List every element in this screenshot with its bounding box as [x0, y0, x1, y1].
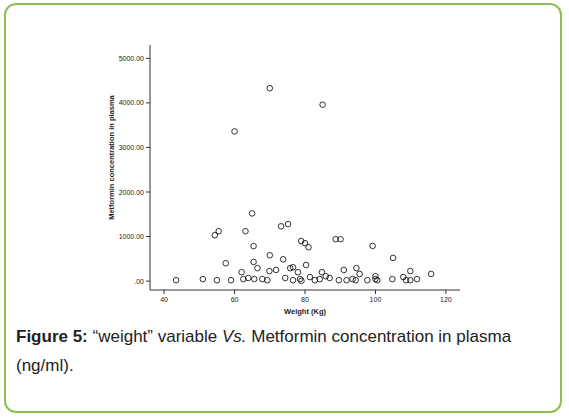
point [408, 268, 414, 274]
point [370, 243, 376, 249]
point [390, 255, 396, 261]
point [299, 278, 305, 284]
point [336, 277, 342, 283]
point [267, 252, 273, 258]
point [414, 276, 420, 282]
point [357, 271, 363, 277]
point [243, 228, 249, 234]
x-tick-label: 40 [160, 296, 168, 303]
point [267, 85, 273, 91]
y-tick [146, 102, 150, 103]
point [214, 277, 220, 283]
point [200, 276, 206, 282]
point [251, 276, 257, 282]
point [267, 268, 273, 274]
x-tick [445, 290, 446, 294]
point [295, 269, 301, 275]
point [297, 276, 303, 282]
point [249, 211, 255, 217]
y-tick [146, 192, 150, 193]
x-tick-label: 100 [370, 296, 382, 303]
point [303, 262, 309, 268]
point [285, 221, 291, 227]
point [173, 277, 179, 283]
point [320, 102, 326, 108]
point [251, 243, 257, 249]
point [353, 277, 359, 283]
y-tick [146, 236, 150, 237]
point [298, 238, 304, 244]
y-tick-label: 5000.00 [119, 55, 144, 62]
point [251, 259, 257, 265]
point [239, 269, 245, 275]
point [354, 265, 360, 271]
y-tick-label: 3000.00 [119, 144, 144, 151]
caption-emphasis: Vs. [222, 327, 247, 346]
point [280, 256, 286, 262]
x-axis-title: Weight (Kg) [284, 307, 326, 316]
y-tick [146, 58, 150, 59]
x-tick-label: 60 [231, 296, 239, 303]
point [390, 276, 396, 282]
point [428, 271, 434, 277]
point [212, 232, 218, 238]
point [374, 277, 380, 283]
point [265, 277, 271, 283]
point [228, 277, 234, 283]
y-axis-line [150, 45, 151, 290]
x-tick-label: 80 [301, 296, 309, 303]
points [173, 85, 434, 283]
x-tick-label: 120 [440, 296, 452, 303]
point [255, 265, 261, 271]
point [365, 277, 371, 283]
caption-label: Figure 5: [16, 327, 88, 346]
point [306, 244, 312, 250]
y-tick [146, 281, 150, 282]
caption: Figure 5: “weight” variable Vs. Metformi… [16, 322, 541, 380]
y-tick-label: .00 [134, 278, 144, 285]
point [344, 277, 350, 283]
x-tick [375, 290, 376, 294]
point [408, 277, 414, 283]
point [245, 275, 251, 281]
x-tick [164, 290, 165, 294]
point [341, 267, 347, 273]
y-tick-label: 4000.00 [119, 99, 144, 106]
point [327, 275, 333, 281]
chart: .00 1000.00 2000.00 3000.00 4000.00 5000.00 40… [0, 0, 569, 320]
caption-text: “weight” variable [88, 327, 222, 346]
y-tick-label: 1000.00 [119, 233, 144, 240]
point [350, 276, 356, 282]
point [223, 260, 229, 266]
point [317, 276, 323, 282]
point [290, 264, 296, 270]
x-tick [305, 290, 306, 294]
point [273, 267, 279, 273]
y-tick [146, 147, 150, 148]
y-axis-title: Metformin concentration in plasma [107, 94, 116, 219]
point [232, 129, 238, 135]
point [338, 236, 344, 242]
x-tick [234, 290, 235, 294]
point [278, 224, 284, 230]
point [290, 277, 296, 283]
card-border [4, 3, 562, 413]
y-tick-label: 2000.00 [119, 189, 144, 196]
point [282, 275, 288, 281]
